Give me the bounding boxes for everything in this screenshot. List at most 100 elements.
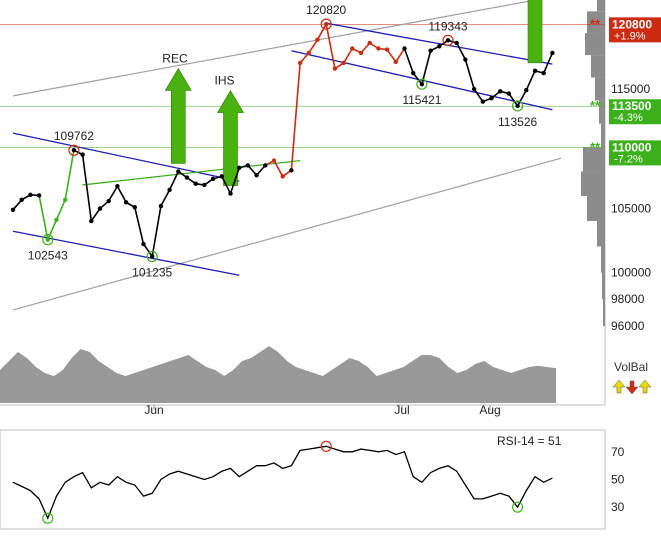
price-point xyxy=(454,40,459,46)
level-marker: ** xyxy=(590,139,601,154)
price-point xyxy=(132,205,137,210)
price-point xyxy=(315,37,320,42)
y-tick-label: 105000 xyxy=(611,202,651,216)
price-point xyxy=(89,218,94,224)
price-point xyxy=(506,91,512,96)
signal-arrows: RECIHSREC xyxy=(162,0,543,186)
volume-profile-bar xyxy=(597,221,605,247)
horizontal-levels: ** 120800+1.9% ** 113500-4.3% ** 110000-7.2% xyxy=(0,16,661,166)
price-point xyxy=(150,254,155,259)
price-point xyxy=(332,66,338,71)
rsi-extreme-marker xyxy=(511,501,524,513)
price-point xyxy=(358,50,364,56)
extreme-marker xyxy=(42,234,54,246)
price-point xyxy=(419,81,425,87)
price-point xyxy=(167,187,172,193)
price-point xyxy=(524,87,529,93)
price-point xyxy=(306,50,311,56)
price-point xyxy=(471,86,477,92)
rsi-extreme-marker xyxy=(42,512,54,524)
extreme-labels: 109762 102543 101235 120820 119343 115421 1135… xyxy=(28,3,538,279)
price-point xyxy=(184,175,190,180)
extreme-marker xyxy=(146,250,158,263)
price-point xyxy=(62,197,68,202)
extreme-marker xyxy=(320,18,332,30)
volbal-area xyxy=(0,346,556,403)
rsi-line xyxy=(12,445,553,520)
price-point xyxy=(245,163,251,168)
extreme-label: 109762 xyxy=(54,129,94,143)
rsi-tick-label: 50 xyxy=(611,473,625,487)
price-point xyxy=(71,148,77,153)
signal-label: IHS xyxy=(215,74,235,88)
price-point xyxy=(350,46,355,51)
volume-profile-bar xyxy=(587,195,605,222)
x-tick-label: Aug xyxy=(479,403,500,417)
price-point xyxy=(141,241,146,247)
volbal-arrow-up xyxy=(612,379,626,394)
x-tick-label: Jun xyxy=(144,403,163,417)
volume-profile-bar xyxy=(585,33,605,56)
trend-line-blue-falling-1-lower xyxy=(12,230,240,276)
rsi-panel xyxy=(0,429,606,530)
volume-profile-bar xyxy=(591,55,605,78)
volume-profile xyxy=(581,0,605,327)
level-badge xyxy=(609,140,661,166)
price-series xyxy=(10,21,555,259)
price-point xyxy=(289,168,294,173)
y-tick-label: 100000 xyxy=(611,266,651,280)
extreme-label: 119343 xyxy=(428,19,467,33)
price-point xyxy=(115,183,120,189)
price-point xyxy=(80,152,85,157)
level-badge xyxy=(609,17,661,43)
volbal-arrows xyxy=(612,379,652,395)
volume-balance-area xyxy=(0,346,556,403)
price-point xyxy=(480,99,485,104)
extreme-marker xyxy=(68,144,80,156)
rsi-label: RSI-14 = 51 xyxy=(497,434,562,448)
price-point xyxy=(445,38,451,43)
rsi-tick-label: 70 xyxy=(611,445,625,459)
price-point xyxy=(123,200,129,205)
signal-arrow xyxy=(164,67,192,164)
volume-profile-bar xyxy=(587,11,605,34)
price-point xyxy=(219,174,224,179)
price-point xyxy=(158,203,164,209)
signal-label: REC xyxy=(162,52,188,66)
price-point xyxy=(402,46,407,51)
volume-profile-bar xyxy=(595,77,605,101)
price-point xyxy=(176,169,181,174)
price-point xyxy=(532,68,538,74)
volume-profile-bar xyxy=(602,272,605,300)
price-point xyxy=(437,44,442,49)
trend-channels xyxy=(12,0,562,311)
price-point xyxy=(428,48,433,53)
price-point xyxy=(463,57,468,62)
extreme-marker xyxy=(511,100,524,112)
price-point xyxy=(97,206,103,211)
price-point xyxy=(45,237,50,242)
trend-line-blue-falling-1-upper xyxy=(12,132,240,182)
y-tick-label: 98000 xyxy=(611,292,645,306)
price-point xyxy=(411,70,416,76)
price-point xyxy=(254,172,259,178)
price-line-segment xyxy=(403,39,554,108)
price-point xyxy=(384,47,390,52)
price-point xyxy=(498,89,503,94)
price-point xyxy=(263,163,268,168)
extreme-label: 115421 xyxy=(402,93,441,107)
level-value: 113500 xyxy=(612,99,652,113)
price-point xyxy=(202,182,207,188)
price-point xyxy=(393,59,398,65)
price-point xyxy=(341,60,346,66)
price-point xyxy=(550,50,555,56)
price-point xyxy=(54,217,59,223)
price-point xyxy=(193,181,198,186)
price-point xyxy=(237,165,242,171)
volbal-label: VolBal xyxy=(614,360,648,374)
level-marker: ** xyxy=(590,98,601,113)
volume-profile-bar xyxy=(601,246,605,273)
level-value: 110000 xyxy=(612,140,652,154)
